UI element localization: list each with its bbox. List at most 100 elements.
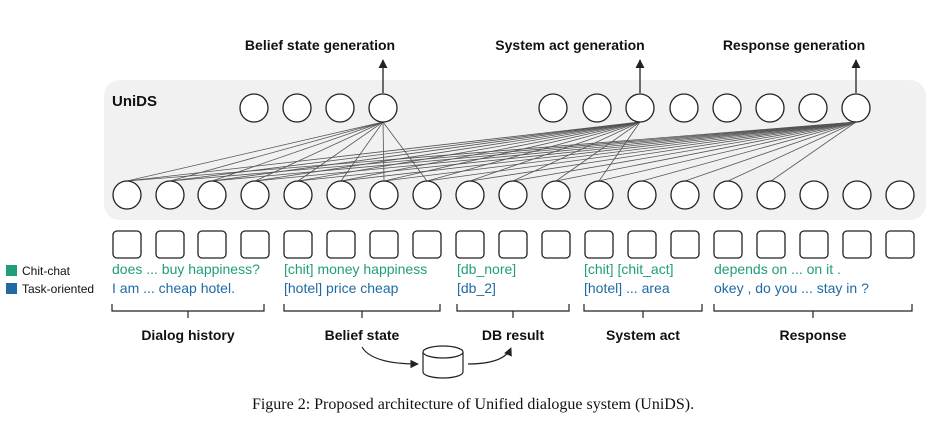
attention-edge <box>555 121 857 182</box>
token-box <box>670 230 700 259</box>
attention-edge <box>211 121 384 182</box>
hidden-node <box>155 180 185 210</box>
token-box <box>155 230 185 259</box>
belief-state-label: Belief state <box>325 327 400 343</box>
output-node <box>582 93 612 123</box>
output-layer <box>239 93 871 123</box>
hidden-node <box>197 180 227 210</box>
db-result-task-text: [db_2] <box>457 280 496 296</box>
output-node <box>325 93 355 123</box>
dialog-history-label: Dialog history <box>141 327 235 343</box>
attention-edge <box>512 121 857 182</box>
hidden-node <box>283 180 313 210</box>
hidden-node <box>584 180 614 210</box>
belief-state-brace <box>283 304 441 318</box>
output-node <box>538 93 568 123</box>
unids-label: UniDS <box>112 93 157 110</box>
attention-edge <box>684 121 857 182</box>
hidden-node <box>885 180 915 210</box>
belief-state-generation-label: Belief state generation <box>245 37 395 53</box>
token-box <box>283 230 313 259</box>
belief-state-task-text: [hotel] price cheap <box>284 280 399 296</box>
attention-edge <box>126 121 641 182</box>
db-result-label: DB result <box>482 327 545 343</box>
hidden-node <box>627 180 657 210</box>
token-box <box>326 230 356 259</box>
token-box <box>799 230 829 259</box>
attention-edges <box>126 121 857 182</box>
hidden-node <box>369 180 399 210</box>
token-box <box>756 230 786 259</box>
output-node <box>282 93 312 123</box>
attention-edge <box>254 121 384 182</box>
hidden-node <box>498 180 528 210</box>
attention-edge <box>469 121 857 182</box>
output-node <box>625 93 655 123</box>
attention-edge <box>126 121 857 182</box>
hidden-node <box>541 180 571 210</box>
hidden-layer <box>112 180 915 210</box>
output-node <box>755 93 785 123</box>
response-generation-label: Response generation <box>723 37 865 53</box>
hidden-node <box>713 180 743 210</box>
output-node <box>712 93 742 123</box>
token-box <box>842 230 872 259</box>
chit-chat-legend-label: Chit-chat <box>22 264 71 278</box>
response-chit-text: depends on ... on it . <box>714 261 841 277</box>
token-box <box>455 230 485 259</box>
response-task-text: okey , do you ... stay in ? <box>714 280 869 296</box>
attention-edge <box>770 121 857 182</box>
attention-edge <box>426 121 857 182</box>
hidden-node <box>412 180 442 210</box>
task-oriented-legend-swatch <box>6 283 17 294</box>
dialog-history-chit-text: does ... buy happiness? <box>112 261 260 277</box>
hidden-node <box>799 180 829 210</box>
attention-edge <box>126 121 384 182</box>
token-box <box>541 230 571 259</box>
attention-edge <box>598 121 857 182</box>
belief-state-chit-text: [chit] money happiness <box>284 261 427 277</box>
db-result-brace <box>456 304 570 318</box>
hidden-node <box>455 180 485 210</box>
figure-caption: Figure 2: Proposed architecture of Unifi… <box>252 396 694 413</box>
belief-to-db-arrow <box>361 346 419 369</box>
output-node <box>798 93 828 123</box>
system-act-task-text: [hotel] ... area <box>584 280 670 296</box>
token-box <box>240 230 270 259</box>
token-box <box>197 230 227 259</box>
system-act-chit-text: [chit] [chit_act] <box>584 261 673 277</box>
token-box <box>369 230 399 259</box>
token-box <box>584 230 614 259</box>
attention-edge <box>169 121 384 182</box>
attention-edge <box>340 121 384 182</box>
hidden-node <box>756 180 786 210</box>
output-node <box>368 93 398 123</box>
token-box <box>885 230 915 259</box>
response-label: Response <box>780 327 847 343</box>
token-box <box>112 230 142 259</box>
attention-edge <box>254 121 857 182</box>
attention-edge <box>297 121 384 182</box>
hidden-node <box>112 180 142 210</box>
system-act-label: System act <box>606 327 680 343</box>
attention-edge <box>727 121 857 182</box>
output-node <box>669 93 699 123</box>
attention-edge <box>297 121 857 182</box>
hidden-node <box>240 180 270 210</box>
chit-chat-legend-swatch <box>6 265 17 276</box>
token-box <box>713 230 743 259</box>
response-brace <box>713 304 913 318</box>
token-box <box>627 230 657 259</box>
system-act-brace <box>583 304 703 318</box>
hidden-node <box>326 180 356 210</box>
hidden-node <box>670 180 700 210</box>
hidden-node <box>842 180 872 210</box>
database-icon <box>422 345 464 379</box>
attention-edge <box>340 121 857 182</box>
attention-edge <box>169 121 857 182</box>
db-result-chit-text: [db_nore] <box>457 261 516 277</box>
output-node <box>239 93 269 123</box>
token-box <box>498 230 528 259</box>
output-node <box>841 93 871 123</box>
